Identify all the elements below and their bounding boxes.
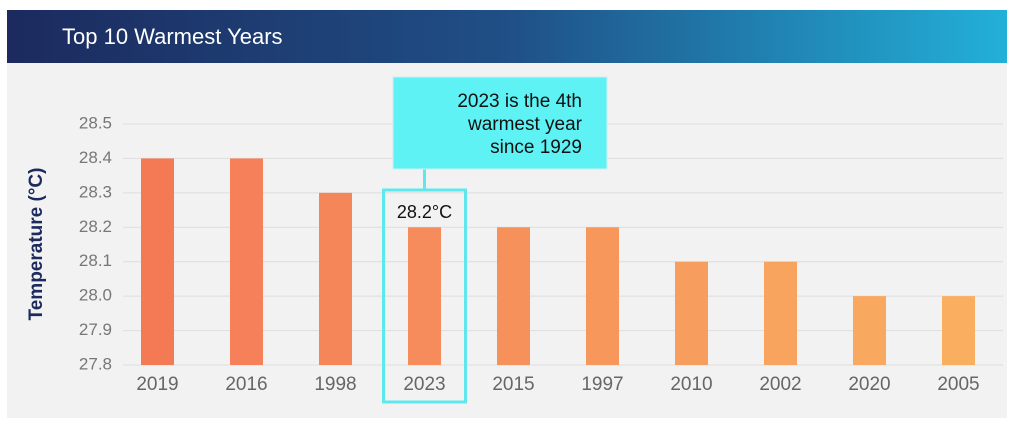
y-tick-label: 27.9 — [79, 320, 112, 339]
x-tick-label: 2019 — [136, 374, 178, 395]
y-axis-label: Temperature (°C) — [26, 168, 47, 321]
header — [7, 10, 1007, 63]
bar — [764, 261, 797, 365]
bar — [497, 227, 530, 365]
x-tick-label: 2010 — [670, 374, 712, 395]
x-tick-label: 2020 — [848, 374, 890, 395]
bar — [408, 227, 441, 365]
annotation-text: since 1929 — [490, 137, 582, 158]
y-tick-label: 27.8 — [79, 354, 112, 373]
y-tick-label: 28.1 — [79, 251, 112, 270]
bar — [853, 296, 886, 365]
bar — [586, 227, 619, 365]
x-tick-label: 2005 — [937, 374, 979, 395]
bar — [230, 158, 263, 365]
y-tick-label: 28.3 — [79, 182, 112, 201]
annotation-text: 2023 is the 4th — [457, 91, 582, 112]
bar — [675, 261, 708, 365]
bar — [319, 192, 352, 365]
bar — [141, 158, 174, 365]
annotation-box — [392, 76, 608, 170]
annotation-text: warmest year — [467, 114, 583, 135]
data-label: 28.2°C — [397, 202, 452, 222]
bar — [942, 296, 975, 365]
x-tick-label: 2002 — [759, 374, 801, 395]
x-tick-label: 2016 — [225, 374, 267, 395]
y-tick-label: 28.4 — [79, 148, 112, 167]
y-tick-label: 28.5 — [79, 113, 112, 132]
x-tick-label: 1997 — [581, 374, 623, 395]
chart-title: Top 10 Warmest Years — [62, 24, 283, 49]
y-tick-label: 28.0 — [79, 286, 112, 305]
x-tick-label: 1998 — [314, 374, 356, 395]
x-tick-label: 2015 — [492, 374, 534, 395]
x-tick-label: 2023 — [403, 374, 445, 395]
y-tick-label: 28.2 — [79, 217, 112, 236]
